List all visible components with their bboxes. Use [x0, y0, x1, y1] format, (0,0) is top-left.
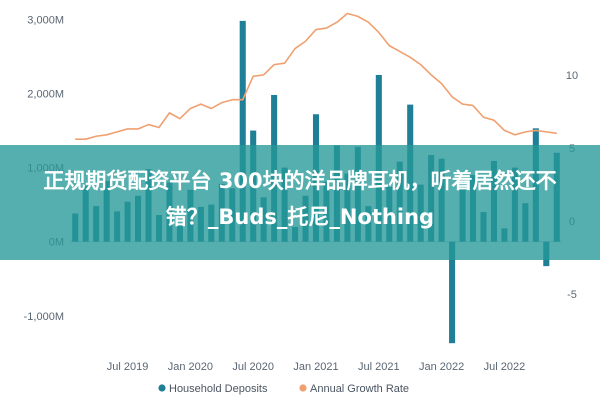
household-deposits-bar: [449, 241, 456, 344]
article-title-line-2: 错？_Buds_托尼_Nothing: [165, 205, 435, 229]
x-axis-tick-label: Jan 2020: [168, 361, 213, 373]
x-axis-tick-label: Jan 2021: [293, 361, 338, 373]
legend-label: Household Deposits: [169, 383, 268, 395]
household-deposits-bar: [239, 20, 246, 242]
x-axis-tick-label: Jul 2020: [232, 361, 274, 373]
article-title[interactable]: 正规期货配资平台 300块的洋品牌耳机，听着居然还不 错？_Buds_托尼_No…: [0, 163, 600, 235]
legend-label: Annual Growth Rate: [310, 383, 409, 395]
x-axis-tick-label: Jan 2022: [419, 361, 464, 373]
left-axis-tick-label: -1,000M: [24, 311, 64, 323]
article-title-banner: 正规期货配资平台 300块的洋品牌耳机，听着居然还不 错？_Buds_托尼_No…: [0, 145, 600, 260]
x-axis-tick-label: Jul 2021: [358, 361, 400, 373]
legend-marker: [299, 384, 307, 392]
legend-marker: [158, 384, 166, 392]
right-axis-tick-label: 10: [566, 70, 578, 82]
article-title-line-1: 正规期货配资平台 300块的洋品牌耳机，听着居然还不: [43, 169, 557, 193]
left-axis-tick-label: 3,000M: [27, 14, 64, 26]
annual-growth-rate-line: [75, 12, 557, 140]
right-axis-tick-label: -5: [567, 289, 577, 301]
x-axis-tick-label: Jul 2022: [484, 361, 526, 373]
x-axis-tick-label: Jul 2019: [107, 361, 149, 373]
left-axis-tick-label: 2,000M: [27, 89, 64, 101]
